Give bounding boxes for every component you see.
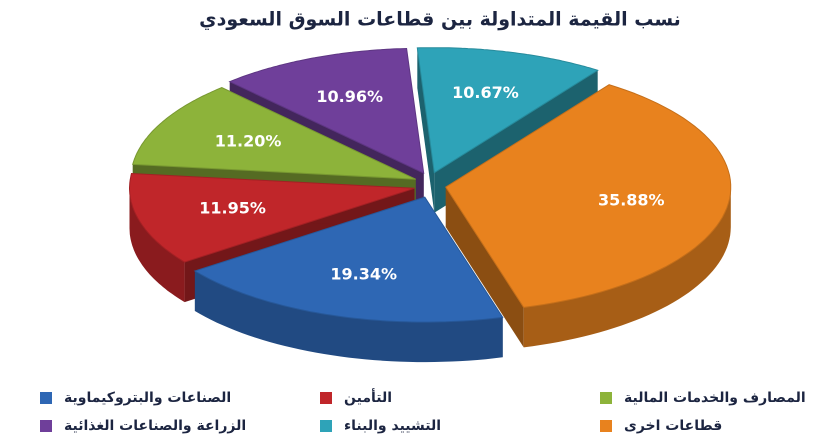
- legend-swatch: [40, 392, 52, 404]
- slice: [129, 172, 415, 263]
- data-label: 11.20%: [215, 131, 282, 150]
- legend-label: قطاعات اخرى: [624, 418, 722, 434]
- legend-label: الزراعة والصناعات الغذائية: [64, 418, 246, 434]
- data-label: 35.88%: [598, 190, 665, 209]
- slice-side: [445, 187, 524, 348]
- slice-side: [194, 271, 503, 363]
- slice: [445, 84, 732, 348]
- legend-label: التشييد والبناء: [344, 418, 441, 434]
- slice: [193, 196, 504, 363]
- legend-swatch: [320, 420, 332, 432]
- legend-swatch: [40, 420, 52, 432]
- legend-swatch: [600, 392, 612, 404]
- legend-swatch: [600, 420, 612, 432]
- slice: [228, 47, 425, 175]
- slice-side: [129, 188, 185, 303]
- slice: [445, 84, 732, 308]
- slice: [416, 47, 599, 174]
- legend-label: المصارف والخدمات المالية: [624, 390, 806, 406]
- slice-side: [417, 47, 435, 213]
- chart-title: نسب القيمة المتداولة بين قطاعات السوق ال…: [199, 9, 681, 32]
- data-label: 10.67%: [452, 83, 519, 102]
- slice-side: [523, 187, 731, 348]
- legend-label: التأمين: [344, 388, 392, 406]
- slice: [193, 196, 504, 323]
- data-label: 19.34%: [330, 265, 397, 284]
- data-label: 11.95%: [199, 199, 266, 218]
- slice: [132, 87, 416, 180]
- data-label: 10.96%: [316, 87, 383, 106]
- legend-label: الصناعات والبتروكيماوية: [64, 390, 231, 406]
- legend-swatch: [320, 392, 332, 404]
